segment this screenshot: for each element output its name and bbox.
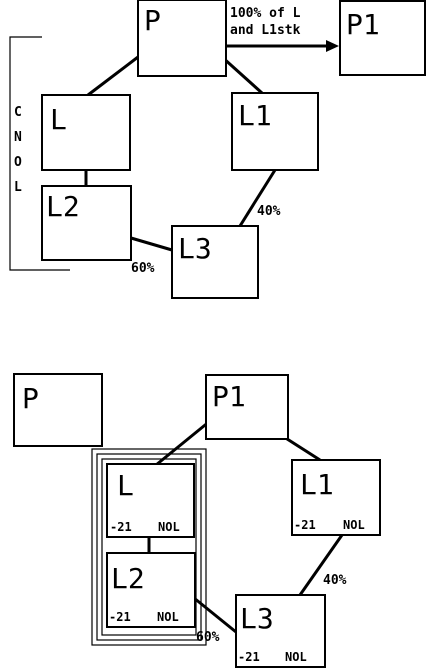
box-l3-value: -21: [238, 650, 260, 664]
box-l2: [41, 185, 132, 261]
box-l1-label: L1: [238, 99, 272, 132]
bracket-letter-l: L: [14, 180, 22, 195]
edge-label-l1-l3: 40%: [323, 573, 347, 588]
box-p-label: P: [22, 382, 39, 415]
box-l1-tag: NOL: [343, 518, 365, 532]
box-l1-value: -21: [294, 518, 316, 532]
bracket-letter-n: N: [14, 130, 22, 145]
group-frame-inner: [101, 458, 197, 636]
box-p: [137, 0, 227, 77]
box-p1-label: P1: [346, 8, 380, 41]
box-l2-tag: NOL: [157, 610, 179, 624]
box-l: [41, 94, 131, 171]
cnol-bracket: [9, 36, 70, 271]
group-frame-middle: [96, 453, 202, 641]
box-p1: [339, 0, 426, 76]
box-p: [13, 373, 103, 447]
bracket-letter-o: O: [14, 155, 22, 170]
box-l1: [231, 92, 319, 171]
box-l-label: L: [117, 469, 134, 502]
box-l2-label: L2: [46, 190, 80, 223]
arrow-label-line2: and L1stk: [230, 23, 301, 38]
edge-l2-l3: [193, 596, 237, 634]
bracket-letter-c: C: [14, 105, 22, 120]
box-l2-value: -21: [109, 610, 131, 624]
group-frame-outer: [91, 448, 207, 646]
edge-p1-l: [155, 419, 211, 467]
edge-l1-l3: [298, 534, 344, 596]
box-l-tag: NOL: [158, 520, 180, 534]
box-p1: [205, 374, 289, 440]
edge-label-l1-l3: 40%: [257, 204, 281, 219]
edge-p-l: [87, 55, 139, 97]
edge-label-l2-l3: 60%: [131, 261, 155, 276]
box-l: [106, 463, 195, 538]
arrow-head: [326, 40, 339, 52]
bottom-diagram: P P1 L -21 NOL L1 -21 NOL L2 -21 NOL L3 …: [13, 373, 381, 668]
edge-label-l2-l3: 60%: [196, 630, 220, 645]
box-l3: [171, 225, 259, 299]
edge-p1-l1: [283, 435, 321, 462]
box-l3-tag: NOL: [285, 650, 307, 664]
box-l3-label: L3: [240, 602, 274, 635]
box-l3-label: L3: [178, 232, 212, 265]
box-l3: [235, 594, 326, 668]
edge-l1-l3: [238, 169, 277, 227]
edge-l2-l3: [130, 236, 173, 252]
arrow-label-line1: 100% of L: [230, 6, 301, 21]
edge-p-l1: [220, 55, 264, 95]
top-diagram: C N O L 100% of L and L1stk P P1 L L1 L2…: [9, 0, 426, 299]
box-l-value: -21: [110, 520, 132, 534]
box-l1: [291, 459, 381, 536]
box-l1-label: L1: [300, 468, 334, 501]
box-l2: [106, 552, 196, 628]
box-l-label: L: [50, 103, 67, 136]
box-l2-label: L2: [111, 562, 145, 595]
box-p-label: P: [144, 4, 161, 37]
box-p1-label: P1: [212, 380, 246, 413]
